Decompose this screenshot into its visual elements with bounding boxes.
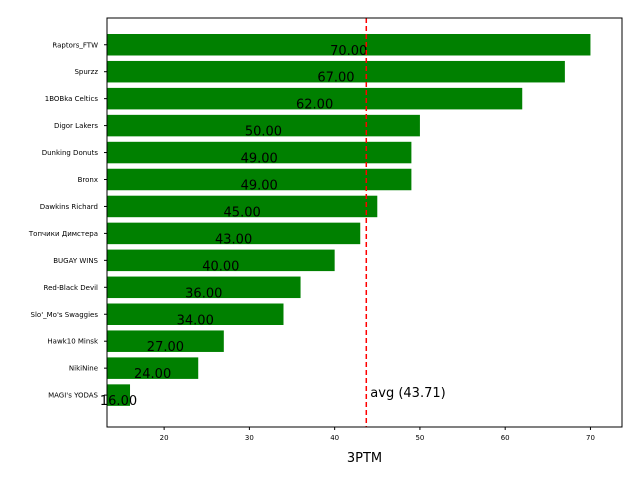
bar <box>107 357 199 379</box>
x-tick-label: 70 <box>586 434 595 442</box>
y-tick-label: Slo'_Mo's Swaggies <box>31 311 99 319</box>
x-tick-label: 50 <box>415 434 424 442</box>
y-tick-label: MAGI's YODAS <box>48 392 98 400</box>
bar <box>107 330 224 352</box>
bar-value-label: 16.00 <box>100 394 137 409</box>
bar <box>107 222 361 245</box>
x-tick-label: 20 <box>160 434 169 442</box>
y-axis-ticks: Raptors_FTW Spurzz 1BOBka Celtics Digor Lak… <box>28 41 107 400</box>
y-tick-label: Dunking Donuts <box>42 149 99 157</box>
y-tick-label: Red-Black Devil <box>44 284 99 292</box>
x-tick-label: 40 <box>330 434 339 442</box>
bar-value-label: 45.00 <box>224 205 261 220</box>
bar-value-label: 36.00 <box>185 286 222 301</box>
bar-value-label: 34.00 <box>177 313 214 328</box>
plot-frame <box>106 17 623 428</box>
bar-value-label: 49.00 <box>241 152 278 167</box>
bars-group <box>107 34 591 406</box>
bar <box>107 34 591 56</box>
y-tick-label: Hawk10 Minsk <box>47 338 99 346</box>
bar <box>107 141 412 164</box>
bar-value-label: 67.00 <box>317 71 354 86</box>
bar <box>107 249 335 272</box>
bar-value-label: 62.00 <box>296 98 333 113</box>
y-tick-label: Raptors_FTW <box>52 41 98 49</box>
bar <box>107 60 565 83</box>
y-tick-label: 1BOBka Celtics <box>45 95 99 103</box>
y-tick-label: Spurzz <box>74 68 98 76</box>
x-axis-title: 3PTM <box>347 451 382 466</box>
bar-value-label: 40.00 <box>202 259 239 274</box>
y-tick-label: NikiNine <box>69 365 98 373</box>
y-tick-label: Bronx <box>78 176 98 184</box>
y-tick-label: BUGAY WINS <box>53 257 98 265</box>
x-axis-ticks: 20 30 40 50 60 70 <box>160 427 595 442</box>
bar-value-label: 43.00 <box>215 232 252 247</box>
bar <box>107 195 378 218</box>
average-label: avg (43.71) <box>370 386 445 401</box>
y-tick-label: Топчики Димстера <box>28 230 98 238</box>
bar-value-label: 70.00 <box>330 44 367 59</box>
bar <box>107 168 412 191</box>
bar-value-label: 50.00 <box>245 125 282 140</box>
bar <box>107 87 523 110</box>
bar-value-label: 27.00 <box>147 340 184 355</box>
x-tick-label: 60 <box>501 434 510 442</box>
bar <box>107 384 131 406</box>
bar-value-label: 24.00 <box>134 367 171 382</box>
y-tick-label: Digor Lakers <box>54 122 98 130</box>
y-tick-label: Dawkins Richard <box>40 203 98 211</box>
bar <box>107 303 284 325</box>
value-labels-group: 70.00 67.00 62.00 50.00 49.00 49.00 45.00 43.00… <box>100 44 367 409</box>
bar <box>107 276 301 299</box>
x-tick-label: 30 <box>245 434 254 442</box>
bar <box>107 114 420 137</box>
bar-value-label: 49.00 <box>241 179 278 194</box>
